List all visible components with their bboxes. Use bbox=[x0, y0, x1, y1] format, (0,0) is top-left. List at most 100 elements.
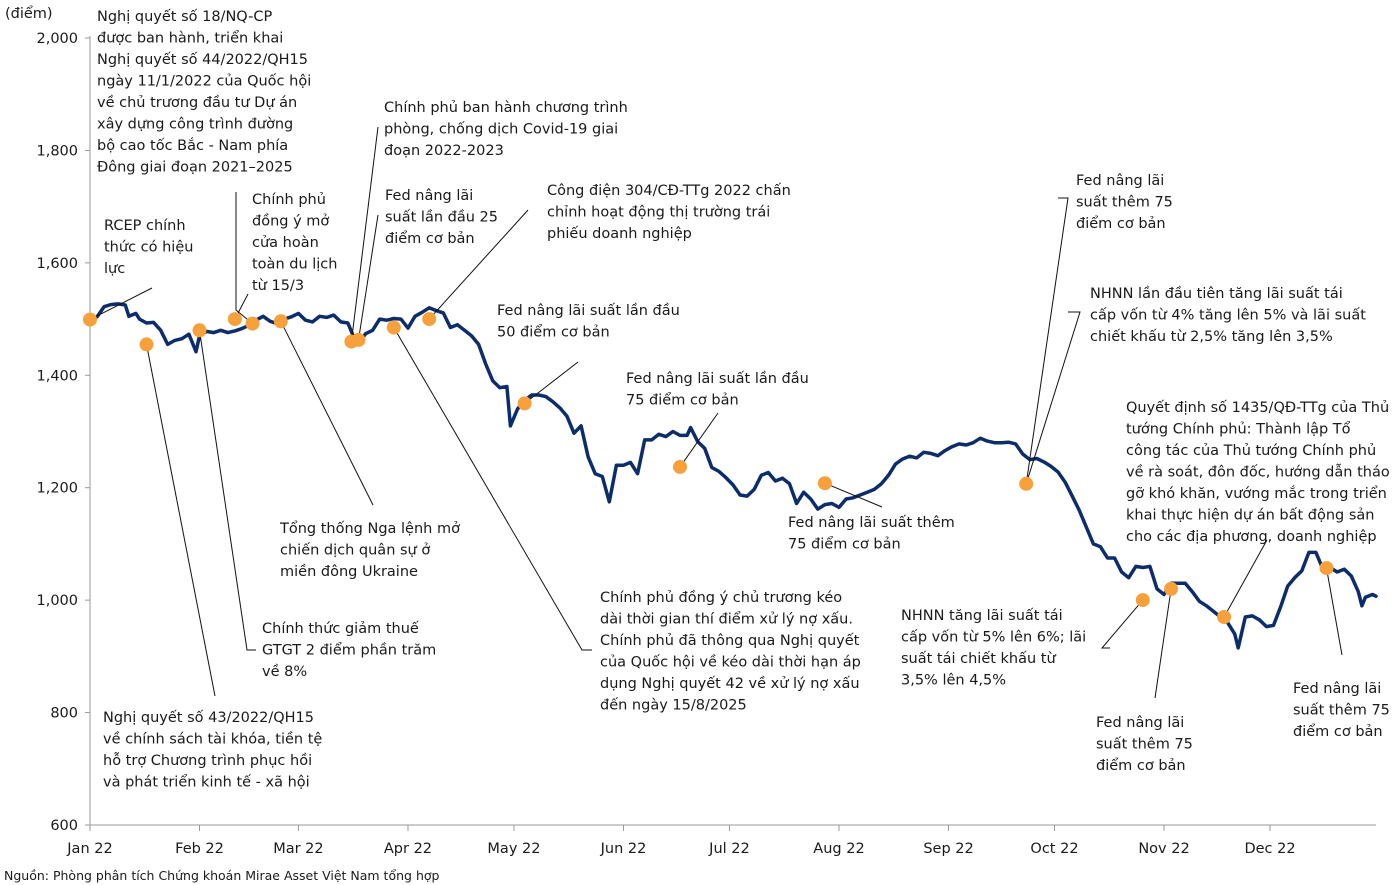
annotation-line: Fed nâng lãi suất thêm bbox=[788, 515, 955, 531]
annotation-line: được ban hành, triển khai bbox=[97, 30, 283, 47]
annotation-line: Nghị quyết số 44/2022/QH15 bbox=[97, 51, 308, 68]
x-tick-label: Sep 22 bbox=[923, 841, 973, 857]
event-annotation: Fed nâng lãi suất thêm 75 điểm cơ bản bbox=[1293, 681, 1390, 740]
y-tick-label: 2,000 bbox=[36, 31, 78, 47]
annotation-texts: Nghị quyết số 18/NQ-CP được ban hành, tri… bbox=[97, 8, 1390, 791]
annotation-line: Công điện 304/CĐ-TTg 2022 chấn bbox=[547, 183, 791, 199]
annotation-line: Fed nâng lãi suất lần đầu bbox=[497, 303, 680, 319]
annotation-line: bộ cao tốc Bắc - Nam phía bbox=[97, 137, 288, 154]
annotation-line: chiết khấu từ 2,5% tăng lên 3,5% bbox=[1090, 328, 1333, 345]
annotation-leader-line bbox=[235, 192, 253, 324]
annotation-line: 75 điểm cơ bản bbox=[788, 536, 901, 553]
event-marker bbox=[1319, 561, 1334, 576]
x-tick-label: Jun 22 bbox=[600, 841, 647, 857]
event-annotation: Fed nâng lãi suất thêm 75 điểm cơ bản bbox=[1076, 173, 1173, 232]
annotation-line: miền đông Ukraine bbox=[280, 563, 418, 580]
annotation-leader-line bbox=[146, 344, 216, 697]
annotation-line: dài thời gian thí điểm xử lý nợ xấu. bbox=[600, 611, 853, 628]
event-annotation: NHNN tăng lãi suất tái cấp vốn từ 5% lên … bbox=[901, 608, 1086, 689]
annotation-line: suất thêm 75 bbox=[1076, 195, 1173, 211]
annotation-line: Chính phủ ban hành chương trình bbox=[384, 100, 628, 116]
event-annotation: Fed nâng lãi suất thêm 75 điểm cơ bản bbox=[788, 515, 955, 553]
annotation-leader-line bbox=[350, 126, 379, 342]
annotation-line: về 8% bbox=[262, 663, 307, 680]
y-tick-label: 1,800 bbox=[36, 143, 78, 159]
event-marker bbox=[351, 332, 366, 347]
annotation-line: đoạn 2022-2023 bbox=[384, 143, 504, 159]
event-annotation: Chính thức giảm thuế GTGT 2 điểm phần tră… bbox=[262, 620, 436, 680]
annotation-line: khai thực hiện dự án bất động sản bbox=[1126, 508, 1374, 524]
annotation-leader-line bbox=[199, 330, 256, 651]
event-marker bbox=[1217, 610, 1232, 624]
annotation-leader-line bbox=[679, 412, 719, 468]
event-marker bbox=[1135, 593, 1150, 608]
annotation-line: điểm cơ bản bbox=[1076, 215, 1166, 232]
annotation-leader-line bbox=[1154, 588, 1172, 699]
chart-axes: 600 800 1,000 1,200 1,400 1,600 1,800 2,000 Jan … bbox=[36, 31, 1376, 857]
x-tick-label: May 22 bbox=[487, 841, 540, 857]
annotation-line: phòng, chống dịch Covid-19 giai bbox=[384, 121, 618, 138]
event-marker bbox=[817, 476, 832, 491]
annotation-line: Chính phủ bbox=[252, 192, 326, 208]
annotation-line: điểm cơ bản bbox=[385, 230, 475, 247]
annotation-line: đến ngày 15/8/2025 bbox=[600, 697, 747, 714]
annotation-line: 50 điểm cơ bản bbox=[497, 324, 610, 341]
annotation-line: NHNN tăng lãi suất tái bbox=[901, 608, 1063, 624]
annotation-line: phiếu doanh nghiệp bbox=[547, 225, 692, 242]
event-annotation: Quyết định số 1435/QĐ-TTg của Thủ tướng C… bbox=[1126, 399, 1390, 545]
annotation-line: Nghị quyết số 43/2022/QH15 bbox=[103, 709, 314, 726]
annotation-leader-line bbox=[824, 482, 883, 508]
x-tick-label: Apr 22 bbox=[384, 841, 432, 857]
x-tick-label: Feb 22 bbox=[175, 841, 224, 857]
event-marker bbox=[1019, 476, 1034, 491]
annotation-line: Tổng thống Nga lệnh mở bbox=[279, 520, 460, 537]
annotation-line: suất thêm 75 bbox=[1293, 703, 1390, 719]
event-annotation: Fed nâng lãi suất lần đầu 50 điểm cơ bản bbox=[497, 303, 680, 341]
annotation-line: Quyết định số 1435/QĐ-TTg của Thủ bbox=[1126, 399, 1389, 416]
y-tick-label: 1,600 bbox=[36, 256, 78, 272]
event-marker bbox=[673, 459, 687, 474]
annotation-line: cấp vốn từ 5% lên 6%; lãi bbox=[901, 629, 1086, 646]
annotation-line: chiến dịch quân sự ở bbox=[280, 542, 430, 559]
annotation-line: Nghị quyết số 18/NQ-CP bbox=[97, 8, 272, 25]
annotation-line: của Quốc hội về kéo dài thời hạn áp bbox=[600, 654, 861, 671]
annotation-line: RCEP chính bbox=[104, 218, 186, 234]
annotation-leader-line bbox=[428, 209, 529, 320]
annotation-line: suất tái chiết khấu từ bbox=[901, 650, 1056, 667]
x-tick-label: Jul 22 bbox=[708, 841, 750, 857]
annotation-line: điểm cơ bản bbox=[1096, 757, 1186, 774]
annotation-line: GTGT 2 điểm phần trăm bbox=[262, 642, 436, 659]
event-marker bbox=[192, 323, 207, 338]
annotation-line: suất thêm 75 bbox=[1096, 737, 1193, 753]
event-marker bbox=[227, 312, 242, 327]
x-tick-label: Jan 22 bbox=[66, 841, 112, 857]
annotation-leader-line bbox=[393, 327, 592, 651]
annotation-line: cửa hoàn bbox=[252, 235, 319, 251]
annotation-line: về rà soát, đôn đốc, hướng dẫn tháo bbox=[1126, 464, 1390, 481]
annotation-line: từ 15/3 bbox=[252, 278, 304, 294]
event-annotation: RCEP chính thức có hiệu lực bbox=[104, 218, 193, 277]
event-marker bbox=[422, 312, 437, 327]
annotation-line: Fed nâng lãi bbox=[385, 188, 473, 204]
event-annotation: Chính phủ ban hành chương trình phòng, ch… bbox=[384, 100, 628, 159]
annotation-leader-line bbox=[1025, 311, 1081, 484]
annotation-line: tướng Chính phủ: Thành lập Tổ bbox=[1126, 421, 1351, 438]
event-annotation: Nghị quyết số 43/2022/QH15 về chính sách … bbox=[103, 709, 322, 791]
annotation-line: cấp vốn từ 4% tăng lên 5% và lãi suất bbox=[1090, 307, 1366, 324]
annotation-leader-line bbox=[524, 361, 579, 404]
x-tick-label: Nov 22 bbox=[1138, 841, 1189, 857]
event-annotation: Chính phủ đồng ý chủ trương kéo dài thời … bbox=[600, 589, 861, 714]
annotation-line: suất lần đầu 25 bbox=[385, 210, 498, 226]
annotation-line: điểm cơ bản bbox=[1293, 723, 1383, 740]
x-tick-label: Aug 22 bbox=[813, 841, 864, 857]
annotation-line: về chủ trương đầu tư Dự án bbox=[97, 94, 297, 111]
event-marker bbox=[386, 320, 401, 335]
annotation-line: NHNN lần đầu tiên tăng lãi suất tái bbox=[1090, 286, 1343, 302]
y-tick-label: 1,200 bbox=[36, 481, 78, 497]
event-annotation: Fed nâng lãi suất thêm 75 điểm cơ bản bbox=[1096, 715, 1193, 774]
annotation-leader-line bbox=[1100, 599, 1144, 649]
annotation-line: Fed nâng lãi suất lần đầu bbox=[626, 371, 809, 387]
annotation-line: cho các địa phương, doanh nghiệp bbox=[1126, 529, 1377, 545]
annotation-line: Đông giai đoạn 2021–2025 bbox=[97, 160, 293, 176]
